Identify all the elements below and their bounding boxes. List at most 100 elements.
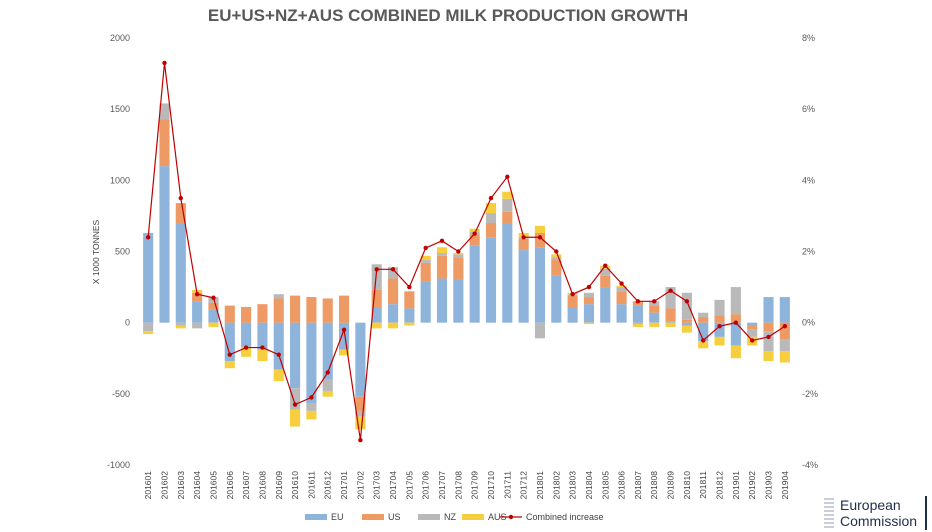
bar-aus-201608 xyxy=(257,350,267,361)
logo-divider xyxy=(925,496,927,530)
bar-eu-201902 xyxy=(747,323,757,326)
x-tick-label: 201808 xyxy=(649,471,659,500)
bar-us-201812 xyxy=(714,316,724,323)
bar-us-201810 xyxy=(682,320,692,323)
bar-aus-201609 xyxy=(274,370,284,381)
bar-aus-201611 xyxy=(306,411,316,420)
bar-eu-201707 xyxy=(437,279,447,323)
bar-nz-201812 xyxy=(714,300,724,316)
bar-us-201609 xyxy=(274,298,284,322)
logo-stripe xyxy=(824,506,834,508)
x-tick-label: 201901 xyxy=(731,471,741,500)
logo-stripe xyxy=(824,502,834,504)
bar-eu-201711 xyxy=(502,223,512,323)
bar-nz-201810 xyxy=(682,293,692,320)
y-tick-label: -500 xyxy=(112,389,130,399)
combined-point-201707 xyxy=(440,239,444,243)
legend-swatch-marker xyxy=(509,515,513,519)
bar-us-201611 xyxy=(306,297,316,323)
x-tick-label: 201604 xyxy=(192,471,202,500)
combined-line-group xyxy=(146,61,787,443)
x-tick-label: 201812 xyxy=(715,471,725,500)
combined-increase-line xyxy=(148,63,785,440)
bar-eu-201709 xyxy=(470,246,480,323)
bar-us-201608 xyxy=(257,304,267,323)
bar-us-201903 xyxy=(763,323,773,332)
bar-aus-201606 xyxy=(225,361,235,368)
bar-us-201803 xyxy=(568,296,578,307)
combined-point-201712 xyxy=(521,235,525,239)
european-commission-logo: European Commission xyxy=(824,496,927,530)
bar-us-201708 xyxy=(453,257,463,280)
bar-aus-201812 xyxy=(714,337,724,346)
bar-us-201811 xyxy=(698,317,708,323)
bar-nz-201609 xyxy=(274,294,284,298)
bar-us-201806 xyxy=(617,291,627,304)
bar-eu-201809 xyxy=(666,321,676,322)
legend-swatch-aus xyxy=(462,514,484,520)
bar-eu-201604 xyxy=(192,301,202,322)
y2-tick-label: 6% xyxy=(802,104,815,114)
bar-eu-201904 xyxy=(780,297,790,323)
bar-us-201709 xyxy=(470,234,480,245)
combined-point-201606 xyxy=(228,352,232,356)
x-tick-label: 201708 xyxy=(453,471,463,500)
bar-eu-201805 xyxy=(600,287,610,323)
x-tick-label: 201607 xyxy=(241,471,251,500)
bar-aus-201603 xyxy=(176,326,186,329)
bar-nz-201804 xyxy=(584,293,594,297)
bar-aus-201705 xyxy=(404,323,414,326)
x-axis: 201601 201602 201603 201604 201605 201606 2016… xyxy=(143,471,790,500)
bar-aus-201804 xyxy=(584,323,594,324)
combined-point-201810 xyxy=(685,299,689,303)
x-tick-label: 201707 xyxy=(437,471,447,500)
bar-aus-201807 xyxy=(633,324,643,327)
x-tick-label: 201903 xyxy=(764,471,774,500)
combined-point-201809 xyxy=(668,288,672,292)
x-tick-label: 201809 xyxy=(666,471,676,500)
bar-us-201706 xyxy=(421,263,431,282)
bar-aus-201808 xyxy=(649,323,659,327)
y-tick-label: 0 xyxy=(125,318,130,328)
bar-eu-201810 xyxy=(682,323,692,326)
combined-point-201610 xyxy=(293,402,297,406)
combined-point-201710 xyxy=(489,196,493,200)
chart: EU+US+NZ+AUS COMBINED MILK PRODUCTION GR… xyxy=(0,0,932,532)
x-tick-label: 201702 xyxy=(355,471,365,500)
x-tick-label: 201810 xyxy=(682,471,692,500)
bar-aus-201903 xyxy=(763,351,773,361)
x-tick-label: 201612 xyxy=(323,471,333,500)
bar-eu-201903 xyxy=(763,297,773,323)
bar-aus-201904 xyxy=(780,351,790,362)
combined-point-201601 xyxy=(146,235,150,239)
bar-nz-201801 xyxy=(535,323,545,339)
bar-aus-201709 xyxy=(470,229,480,232)
combined-point-201805 xyxy=(603,264,607,268)
combined-point-201612 xyxy=(326,370,330,374)
bar-eu-201806 xyxy=(617,304,627,323)
combined-point-201705 xyxy=(407,285,411,289)
y-tick-label: 1500 xyxy=(110,104,130,114)
bar-us-201712 xyxy=(519,239,529,250)
x-tick-label: 201602 xyxy=(159,471,169,500)
x-tick-label: 201904 xyxy=(780,471,790,500)
y-axis-right: 8% 6% 4% 2% 0% -2% -4% xyxy=(802,33,818,470)
y-axis-left: 2000 1500 1000 500 0 -500 -1000 xyxy=(107,33,130,470)
legend-swatch-nz xyxy=(418,514,440,520)
logo-stripe xyxy=(824,510,834,512)
bar-us-201704 xyxy=(388,279,398,305)
bar-eu-201804 xyxy=(584,304,594,323)
y-tick-label: 1000 xyxy=(110,175,130,185)
chart-title: EU+US+NZ+AUS COMBINED MILK PRODUCTION GR… xyxy=(208,6,688,25)
combined-point-201801 xyxy=(538,235,542,239)
bar-us-201805 xyxy=(600,276,610,287)
y-axis-label: X 1000 TONNES xyxy=(91,219,101,284)
combined-point-201812 xyxy=(717,324,721,328)
y-tick-label: -1000 xyxy=(107,460,130,470)
x-tick-label: 201811 xyxy=(698,471,708,499)
logo-line-1: European xyxy=(840,497,901,513)
logo-stripe xyxy=(824,526,834,528)
x-tick-label: 201706 xyxy=(421,471,431,500)
x-tick-label: 201601 xyxy=(143,471,153,500)
y2-tick-label: -2% xyxy=(802,389,818,399)
